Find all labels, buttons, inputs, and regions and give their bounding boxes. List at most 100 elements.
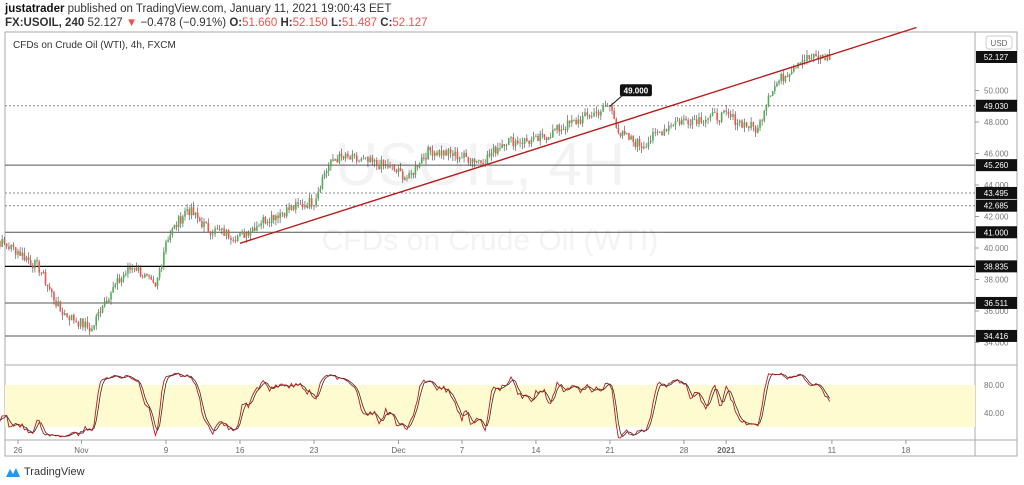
- candle: [617, 127, 620, 133]
- candle: [499, 148, 501, 149]
- candle: [31, 265, 34, 269]
- price-label-box: [976, 51, 1017, 63]
- candle: [367, 157, 369, 162]
- candle: [700, 117, 703, 123]
- candle: [253, 227, 256, 231]
- candle: [621, 131, 624, 136]
- y-tick-label: 48.000: [984, 118, 1009, 127]
- price-label-box: [976, 99, 1017, 112]
- candle: [77, 322, 80, 327]
- candle: [793, 67, 795, 72]
- candle: [784, 76, 787, 82]
- candle: [665, 129, 668, 131]
- trendline: [239, 26, 917, 244]
- candle: [264, 217, 267, 224]
- candle: [568, 120, 571, 123]
- candle: [630, 136, 632, 140]
- candle: [360, 158, 363, 161]
- candle: [227, 229, 230, 238]
- candle: [790, 71, 793, 74]
- candle: [668, 125, 670, 131]
- candle: [169, 234, 172, 241]
- candle: [51, 289, 53, 293]
- candle: [239, 233, 241, 237]
- candle: [177, 216, 180, 227]
- price-label-box: [976, 226, 1017, 239]
- candle: [68, 316, 71, 321]
- candle: [609, 105, 611, 107]
- candle: [342, 156, 345, 159]
- x-tick-label: 2021: [717, 446, 735, 455]
- candle: [406, 177, 408, 179]
- currency-button[interactable]: [985, 35, 1013, 50]
- brand[interactable]: TradingView: [24, 466, 85, 478]
- candle: [25, 257, 28, 261]
- candle: [714, 111, 716, 113]
- candle: [129, 267, 131, 270]
- candle: [566, 120, 569, 130]
- candle: [110, 292, 112, 300]
- high-value: 52.150: [292, 17, 328, 29]
- candle: [595, 111, 598, 113]
- y-tick-label: 40.000: [984, 244, 1009, 253]
- candle: [469, 162, 472, 164]
- candle: [683, 118, 685, 120]
- candle: [488, 154, 491, 156]
- candle: [532, 136, 535, 140]
- candle: [480, 160, 482, 163]
- candle: [283, 212, 286, 217]
- candle: [581, 116, 584, 124]
- candle: [729, 113, 732, 117]
- candle: [774, 86, 776, 92]
- candle: [317, 191, 319, 199]
- candle: [243, 231, 245, 238]
- candle: [718, 120, 721, 122]
- candle: [70, 314, 73, 321]
- candle: [467, 156, 470, 163]
- candle: [676, 120, 679, 122]
- price-label: 52.127: [984, 53, 1009, 62]
- author[interactable]: justatrader: [5, 3, 65, 15]
- x-tick-label: 16: [236, 446, 245, 455]
- candle: [395, 169, 398, 172]
- candle: [741, 120, 743, 128]
- price-label: 45.260: [984, 161, 1009, 170]
- price-label-box: [976, 260, 1017, 273]
- candle: [46, 284, 49, 287]
- candle: [230, 237, 232, 240]
- candle: [680, 119, 683, 125]
- candle: [632, 136, 634, 142]
- candle: [613, 110, 615, 119]
- candle: [757, 127, 759, 133]
- candle: [279, 212, 281, 218]
- candle: [323, 173, 326, 177]
- price-change: −0.478 (−0.91%): [140, 17, 227, 29]
- candle: [288, 207, 290, 210]
- candle: [503, 144, 506, 147]
- candle: [373, 159, 376, 162]
- candle: [752, 121, 755, 127]
- candle: [819, 55, 822, 60]
- candle: [249, 231, 252, 236]
- candle: [36, 260, 38, 262]
- candle: [364, 157, 367, 159]
- candle: [600, 111, 602, 116]
- candle: [707, 118, 709, 120]
- candle: [223, 228, 225, 237]
- candle: [148, 275, 150, 277]
- candle: [59, 301, 62, 312]
- candle: [5, 243, 8, 247]
- candle: [727, 111, 730, 114]
- candle: [355, 155, 358, 162]
- candle: [547, 137, 550, 140]
- candle: [803, 59, 806, 61]
- candle: [523, 138, 526, 144]
- candle: [691, 119, 694, 125]
- candle: [812, 53, 815, 59]
- candle: [490, 152, 493, 156]
- candle: [84, 321, 86, 328]
- candle: [184, 210, 186, 217]
- candle: [623, 131, 626, 135]
- candle: [720, 112, 723, 122]
